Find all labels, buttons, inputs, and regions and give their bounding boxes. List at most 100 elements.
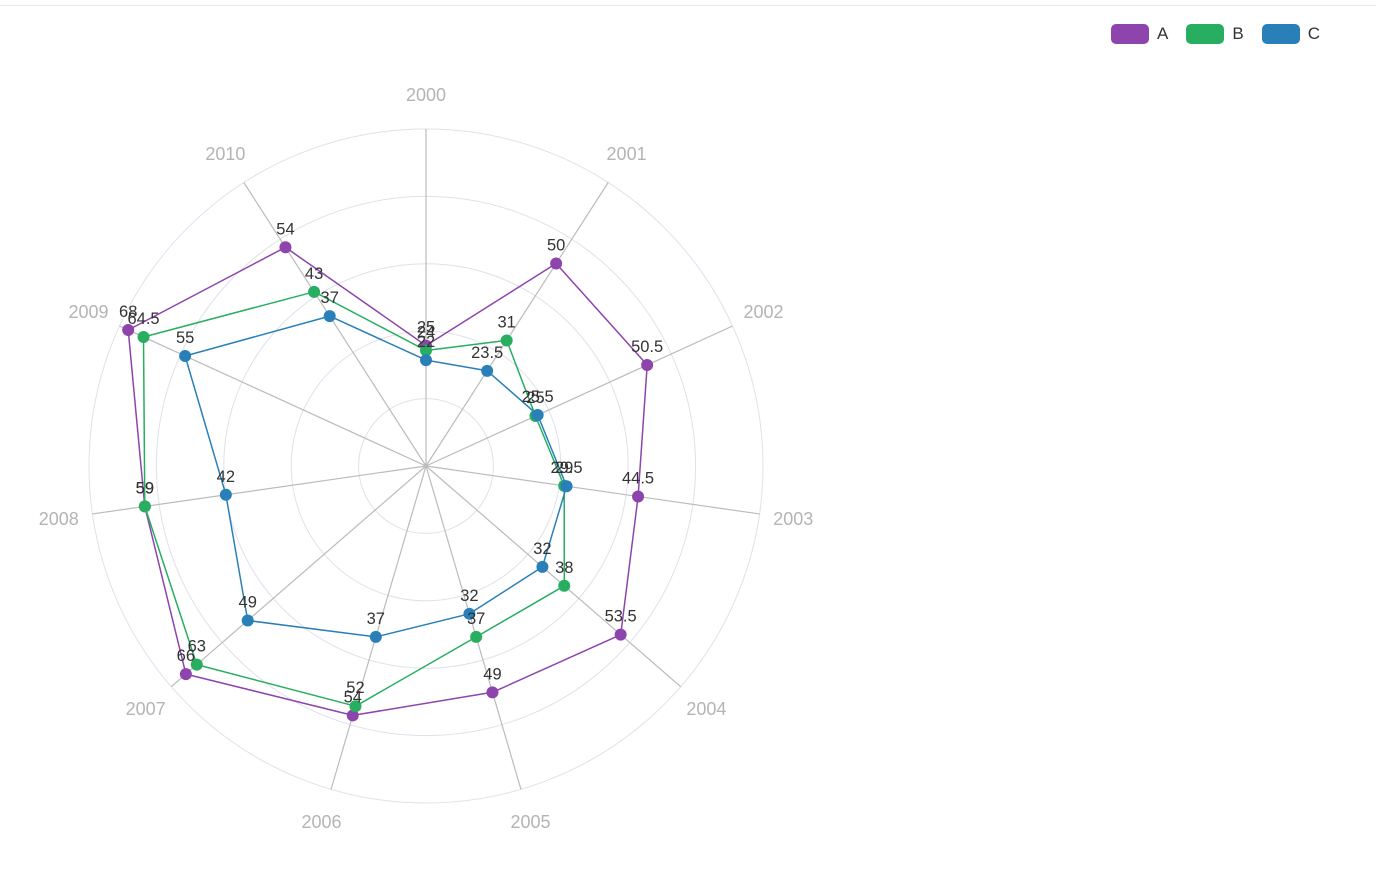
series-a-label-2002: 50.5: [631, 338, 663, 356]
series-b-point-2001[interactable]: [500, 334, 513, 347]
series-b-point-2010[interactable]: [308, 285, 321, 298]
series-c-label-2004: 32: [533, 540, 551, 558]
series-a-label-2000: 25: [417, 319, 435, 337]
series-a-point-2007[interactable]: [179, 668, 192, 681]
series-b-point-2006[interactable]: [349, 700, 362, 713]
radar-axes: [92, 129, 760, 790]
series-a-label-2003: 44.5: [622, 469, 654, 487]
series-b-label-2006: 52: [346, 679, 364, 697]
series-b-point-2004[interactable]: [558, 579, 571, 592]
radar-value-labels: 25 50 50.5 44.5 53.5 49 54 66 59 68 54 24 31 25 29 38 37…: [119, 220, 663, 706]
legend-item-a[interactable]: A: [1111, 24, 1168, 44]
legend-label-c: C: [1307, 24, 1320, 43]
legend: A B C: [1111, 24, 1320, 44]
legend-label-b: B: [1232, 24, 1244, 43]
series-a-point-2003[interactable]: [632, 490, 645, 503]
series-c-point-2002[interactable]: [531, 409, 544, 422]
axis-name-2004: 2004: [686, 699, 726, 719]
series-b-label-2004: 38: [555, 559, 573, 577]
series-c-label-2010: 37: [321, 289, 339, 307]
axis-name-2006: 2006: [301, 812, 341, 832]
series-a-point-2002[interactable]: [641, 359, 654, 372]
series-c-label-2001: 23.5: [471, 344, 503, 362]
series-b-label-2007: 63: [188, 638, 206, 656]
series-c-label-2008: 42: [217, 468, 235, 486]
series-c-point-2006[interactable]: [369, 630, 382, 643]
radar-axis-names: 2000 2001 2002 2003 2004 2005 2006 2007 2008 2009…: [39, 85, 813, 832]
series-a-label-2004: 53.5: [605, 608, 637, 626]
series-a-line: [127, 246, 648, 717]
axis-line-2009: [119, 325, 427, 467]
axis-name-2003: 2003: [773, 509, 813, 529]
legend-swatch-a: [1111, 24, 1150, 44]
series-b-point-2000[interactable]: [420, 344, 432, 357]
series-c-label-2009: 55: [176, 329, 194, 347]
axis-line-2002: [425, 325, 733, 467]
series-c-line: [184, 315, 568, 638]
series-c-point-2003[interactable]: [560, 480, 573, 493]
series-c-point-2008[interactable]: [219, 488, 232, 501]
axis-line-2010: [243, 182, 427, 467]
series-b-label-2000: 24: [417, 323, 435, 341]
axis-name-2000: 2000: [406, 85, 446, 105]
axis-name-2001: 2001: [607, 144, 647, 164]
axis-line-2001: [425, 182, 609, 467]
series-b-label-2010: 43: [305, 265, 323, 283]
radar-series: [122, 241, 654, 722]
series-c-label-2007: 49: [239, 593, 257, 611]
axis-line-2004: [425, 465, 682, 688]
series-b-label-2001: 31: [498, 313, 516, 331]
series-b-label-2002: 25: [526, 389, 544, 407]
legend-item-c[interactable]: C: [1261, 24, 1320, 44]
series-c-point-2000[interactable]: [420, 354, 432, 367]
series-a-point-2009[interactable]: [122, 324, 135, 337]
axis-name-2008: 2008: [39, 509, 79, 529]
series-a-label-2008: 59: [136, 479, 154, 497]
series-b-label-2008: 59: [136, 479, 154, 497]
series-c-point-2009[interactable]: [179, 350, 192, 363]
series-a-label-2001: 50: [547, 236, 565, 254]
series-b-label-2005: 37: [467, 610, 485, 628]
series-b-point-2008[interactable]: [138, 500, 151, 513]
axis-name-2005: 2005: [510, 812, 550, 832]
series-a-point-2005[interactable]: [486, 686, 499, 699]
series-b-point-2005[interactable]: [470, 630, 483, 643]
axis-line-2007: [170, 465, 427, 688]
legend-swatch-c: [1261, 24, 1300, 44]
axis-line-2003: [425, 465, 760, 515]
series-c-point-2004[interactable]: [536, 560, 549, 573]
series-c-label-2005: 32: [460, 587, 478, 605]
series-a-label-2005: 49: [483, 665, 501, 683]
series-b-point-2009[interactable]: [137, 331, 150, 344]
series-c-point-2007[interactable]: [241, 614, 254, 627]
series-a-point-2010[interactable]: [279, 241, 292, 254]
axis-name-2010: 2010: [205, 144, 245, 164]
series-b-label-2009: 64.5: [127, 310, 159, 328]
legend-item-b[interactable]: B: [1186, 24, 1244, 44]
series-c-label-2006: 37: [367, 610, 385, 628]
axis-line-2005: [425, 465, 522, 790]
series-c-point-2005[interactable]: [463, 607, 476, 620]
axis-name-2009: 2009: [69, 302, 109, 322]
series-b-label-2003: 29: [555, 459, 573, 477]
axis-line-2006: [330, 465, 427, 790]
series-a-point-2006[interactable]: [346, 709, 359, 722]
series-a-label-2007: 66: [177, 647, 195, 665]
series-c-label-2002: 25.5: [522, 388, 554, 406]
axis-name-2002: 2002: [743, 302, 783, 322]
series-c-label-2003: 29.5: [551, 459, 583, 477]
series-c-point-2010[interactable]: [323, 310, 336, 323]
series-c-label-2000: 22: [417, 333, 435, 351]
legend-swatch-b: [1186, 24, 1225, 44]
series-b-point-2007[interactable]: [190, 658, 203, 671]
series-a-label-2009: 68: [119, 303, 137, 321]
series-a-label-2006: 54: [344, 688, 362, 706]
series-c-point-2001[interactable]: [481, 364, 494, 377]
series-a-point-2001[interactable]: [550, 257, 563, 270]
axis-name-2007: 2007: [126, 699, 166, 719]
top-divider: [0, 5, 1376, 6]
series-a-point-2004[interactable]: [614, 628, 627, 641]
series-a-label-2010: 54: [276, 220, 294, 238]
